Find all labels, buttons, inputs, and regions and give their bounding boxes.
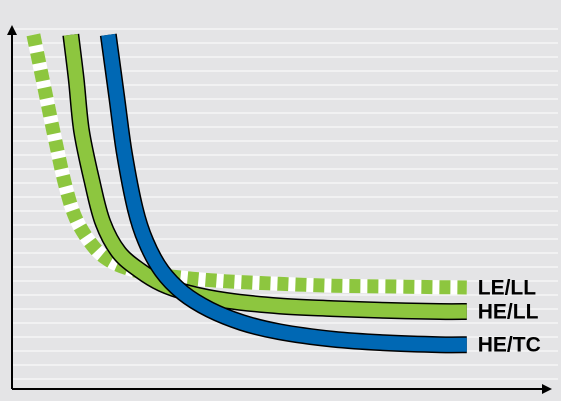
series-label-he-ll: HE/LL [478, 301, 539, 324]
series-label-le-ll: LE/LL [478, 277, 536, 300]
series-he-tc [99, 33, 467, 354]
series-line [101, 33, 467, 352]
series-label-he-tc: HE/TC [478, 334, 541, 357]
series-line-backing [26, 33, 467, 295]
series-le-ll [26, 33, 467, 295]
grid-lines [12, 28, 558, 380]
series-layer [26, 33, 467, 354]
